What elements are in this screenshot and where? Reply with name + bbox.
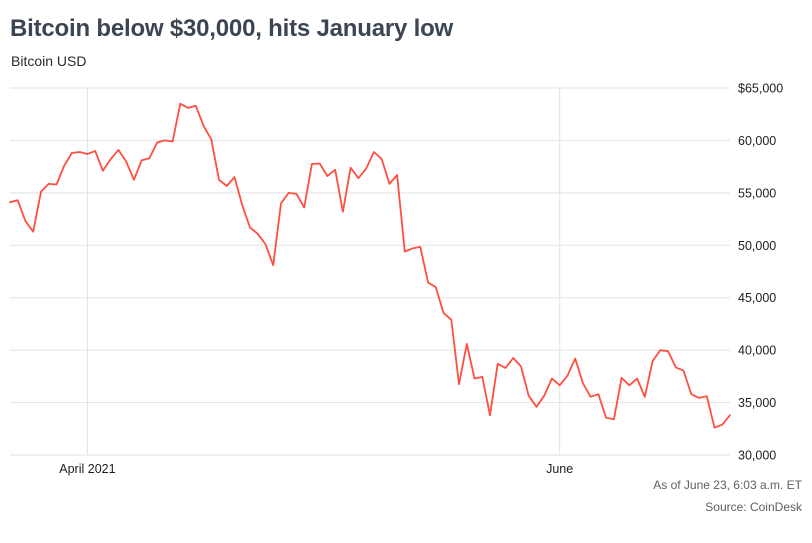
y-axis-label: 40,000: [738, 344, 776, 358]
chart-subtitle: Bitcoin USD: [11, 53, 87, 69]
price-line: [9, 102, 731, 429]
y-axis-label: $65,000: [738, 82, 783, 96]
y-axis-label: 50,000: [738, 239, 776, 253]
page-title: Bitcoin below $30,000, hits January low: [10, 15, 454, 42]
price-line-chart: April 2021 June $65,000 60,000 55,000 50,000 4…: [9, 82, 783, 476]
y-axis-label: 55,000: [738, 186, 776, 200]
source-text: Source: CoinDesk: [705, 500, 802, 515]
as-of-text: As of June 23, 6:03 a.m. ET: [653, 478, 802, 492]
y-axis-label: 60,000: [738, 134, 776, 148]
y-axis-label: 45,000: [738, 291, 776, 305]
x-axis-label: June: [546, 462, 573, 476]
chart-footer: As of June 23, 6:03 a.m. ET Source: Coin…: [653, 474, 802, 518]
y-axis-label: 35,000: [738, 396, 776, 410]
x-axis-label: April 2021: [59, 462, 115, 476]
y-axis-label: 30,000: [738, 449, 776, 463]
